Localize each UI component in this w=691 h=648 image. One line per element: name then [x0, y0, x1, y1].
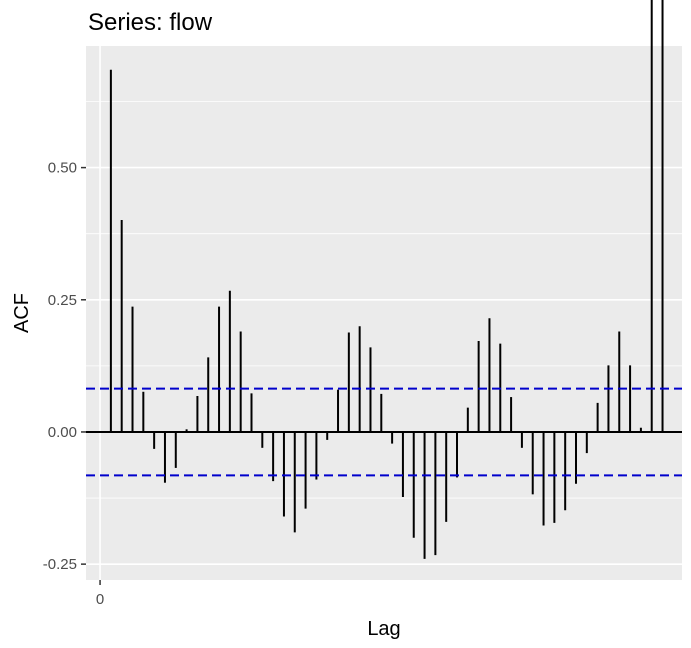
y-tick-label: 0.25 — [48, 292, 77, 309]
plot-background — [86, 46, 682, 580]
x-axis-label: Lag — [367, 618, 400, 640]
x-tick-label: 0 — [96, 591, 104, 608]
acf-bars — [109, 0, 664, 559]
y-tick-label: -0.25 — [43, 556, 77, 573]
x-axis-ticks: 0 — [96, 580, 104, 608]
y-axis-label: ACF — [11, 293, 33, 333]
minor-gridlines — [86, 101, 682, 499]
y-axis-ticks: -0.25 0.00 0.25 0.50 — [43, 160, 86, 573]
y-tick-label: 0.00 — [48, 424, 77, 441]
y-tick-label: 0.50 — [48, 160, 77, 177]
chart-title: Series: flow — [88, 9, 213, 36]
